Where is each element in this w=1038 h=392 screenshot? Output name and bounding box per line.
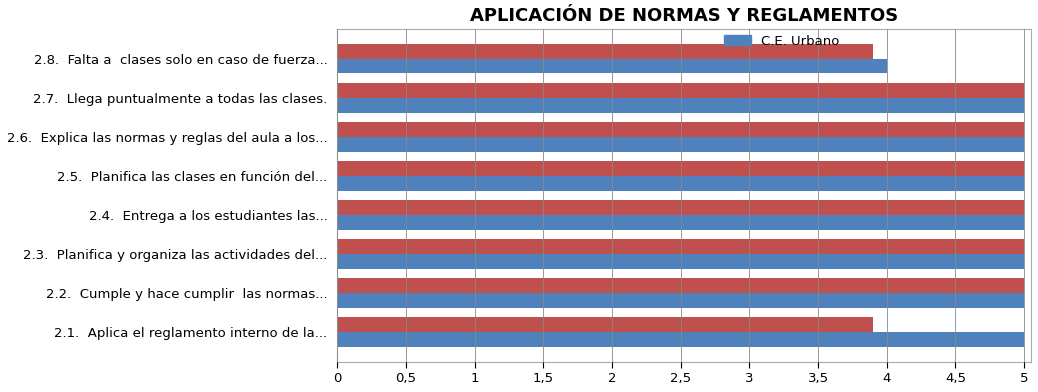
Bar <box>337 58 886 73</box>
Bar <box>337 200 1025 215</box>
Bar <box>337 83 1025 98</box>
Bar <box>337 254 1025 269</box>
Bar <box>337 137 1025 152</box>
Bar <box>337 122 1025 137</box>
Bar <box>337 98 1025 113</box>
Bar <box>337 332 1025 347</box>
Bar <box>337 239 1025 254</box>
Bar <box>337 176 1025 191</box>
Bar <box>337 293 1025 308</box>
Bar <box>337 318 873 332</box>
Bar <box>337 44 873 58</box>
Legend: C.E. Urbano: C.E. Urbano <box>719 29 845 53</box>
Bar <box>337 215 1025 230</box>
Title: APLICACIÓN DE NORMAS Y REGLAMENTOS: APLICACIÓN DE NORMAS Y REGLAMENTOS <box>470 7 898 25</box>
Bar <box>337 278 1025 293</box>
Bar <box>337 161 1025 176</box>
